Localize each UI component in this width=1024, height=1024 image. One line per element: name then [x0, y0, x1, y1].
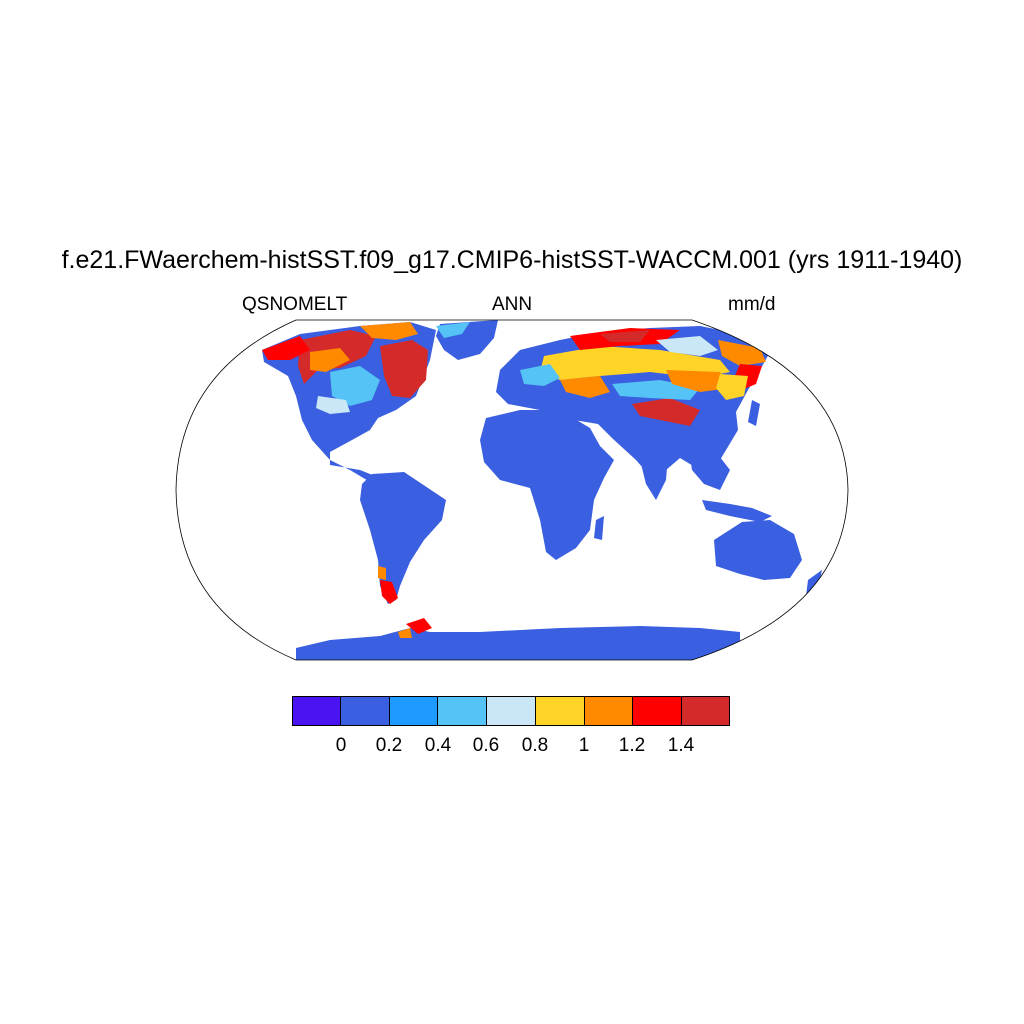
colorbar-tick-label: 1 — [578, 735, 590, 756]
asia-snow-orange-mid — [666, 370, 730, 392]
japan — [748, 400, 760, 426]
australia — [714, 520, 802, 580]
eu-snow-lightcyan — [656, 336, 718, 356]
colorbar-tick-label: 1.2 — [618, 735, 646, 756]
na-snow-orange-north — [360, 322, 418, 340]
indonesia — [702, 500, 772, 522]
colorbar-box-3 — [389, 696, 439, 726]
colorbar-box-6 — [535, 696, 585, 726]
na-snow-lightcyan — [316, 396, 350, 414]
colorbar-box-2 — [340, 696, 390, 726]
colorbar-box-5 — [487, 696, 536, 726]
se-asia — [690, 452, 730, 490]
na-snow-lightblue — [330, 366, 380, 406]
season-label: ANN — [491, 294, 533, 315]
colorbar-tick-label: 0.2 — [375, 735, 403, 756]
plot-title: f.e21.FWaerchem-histSST.f09_g17.CMIP6-hi… — [61, 246, 963, 274]
variable-label: QSNOMELT — [242, 294, 348, 315]
asia-snow-yellow-east — [716, 374, 748, 400]
colorbar-box-1 — [292, 696, 341, 726]
asia-snow-red-tibet — [632, 398, 700, 426]
madagascar — [594, 516, 604, 540]
na-snow-red — [262, 336, 310, 360]
colorbar-tick-label: 0.4 — [424, 735, 452, 756]
map-border — [175, 319, 849, 661]
colorbar-box-7 — [584, 696, 634, 726]
eu-snow-orange-west — [560, 376, 610, 398]
colorbar-tick-label: 0.8 — [521, 735, 549, 756]
colorbar-tick-label: 0 — [335, 735, 347, 756]
antarctic-peninsula-snow — [406, 618, 432, 634]
eu-snow-orange — [718, 340, 766, 366]
colorbar-tick-label: 0.6 — [472, 735, 500, 756]
colorbar-box-9 — [682, 696, 731, 726]
eu-snow-darkred-north — [600, 330, 650, 342]
sa-snow-red — [380, 580, 398, 604]
colorbar — [292, 696, 731, 726]
colorbar-box-4 — [438, 696, 488, 726]
na-snow-orange — [310, 348, 350, 372]
antarctic-peninsula-orange — [398, 628, 412, 638]
africa — [480, 410, 614, 560]
india — [640, 456, 668, 500]
na-snow-darkred-east — [380, 340, 428, 398]
land-areas — [262, 320, 822, 660]
sa-snow-orange — [378, 566, 386, 580]
greenland-snow — [436, 322, 470, 338]
colorbar-tick-label: 1.4 — [667, 735, 695, 756]
units-label: mm/d — [728, 294, 776, 315]
eu-snow-lightblue — [520, 364, 560, 386]
colorbar-box-8 — [633, 696, 683, 726]
